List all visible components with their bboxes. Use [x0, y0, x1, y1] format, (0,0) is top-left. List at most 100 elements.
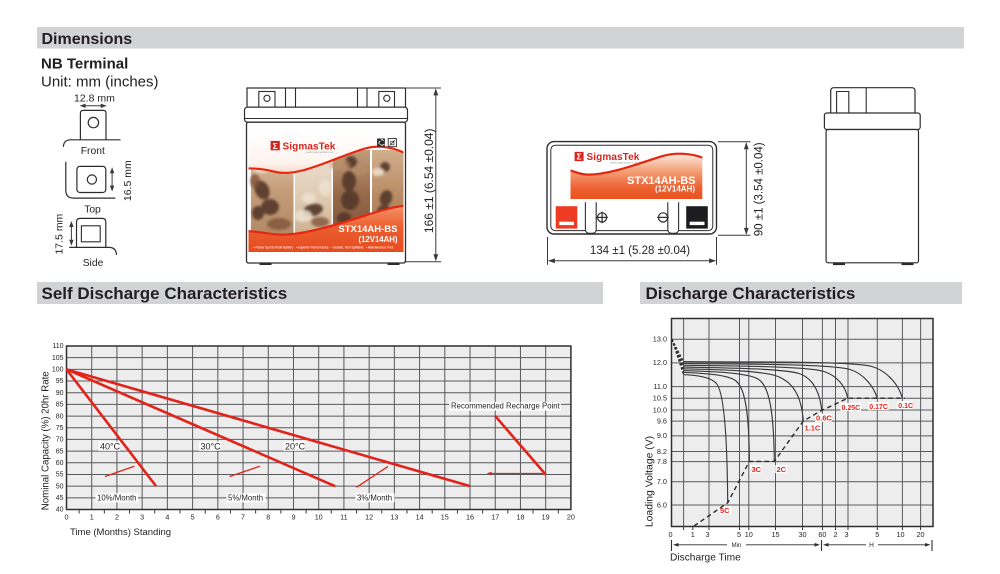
svg-text:134 ±1 (5.28 ±0.04): 134 ±1 (5.28 ±0.04)	[590, 245, 690, 257]
svg-text:10: 10	[315, 513, 323, 522]
svg-text:STX14AH-BS: STX14AH-BS	[338, 224, 397, 235]
svg-text:SigmasTek: SigmasTek	[587, 152, 640, 163]
svg-text:85: 85	[56, 402, 64, 409]
svg-text:16: 16	[466, 513, 474, 522]
svg-text:1: 1	[691, 530, 695, 539]
svg-text:4: 4	[165, 513, 169, 522]
svg-text:80: 80	[56, 413, 64, 420]
svg-text:Side: Side	[83, 258, 104, 269]
svg-text:7.0: 7.0	[657, 477, 667, 486]
svg-text:10: 10	[745, 530, 753, 539]
svg-text:5C: 5C	[720, 506, 730, 515]
svg-text:15: 15	[441, 513, 449, 522]
svg-text:20: 20	[567, 513, 575, 522]
svg-text:19: 19	[542, 513, 550, 522]
svg-text:60: 60	[56, 460, 64, 467]
svg-text:Min: Min	[732, 543, 742, 549]
svg-text:70: 70	[56, 437, 64, 444]
svg-text:www.sigmastek.com: www.sigmastek.com	[306, 150, 334, 154]
svg-text:18: 18	[516, 513, 524, 522]
svg-text:Recommended Recharge Point: Recommended Recharge Point	[451, 402, 561, 411]
svg-text:6: 6	[216, 513, 220, 522]
svg-text:0.25C: 0.25C	[842, 405, 861, 412]
svg-text:Time (Months) Standing: Time (Months) Standing	[70, 527, 171, 538]
svg-text:3C: 3C	[752, 465, 762, 474]
svg-text:5%/Month: 5%/Month	[228, 493, 263, 502]
svg-text:55: 55	[56, 472, 64, 479]
svg-text:10: 10	[896, 530, 904, 539]
svg-text:17.5 mm: 17.5 mm	[54, 213, 66, 254]
svg-text:105: 105	[52, 355, 64, 362]
svg-text:Self Discharge Characteristics: Self Discharge Characteristics	[42, 284, 288, 303]
svg-text:12.0: 12.0	[653, 358, 667, 367]
svg-text:6.0: 6.0	[657, 500, 667, 509]
svg-text:10.0: 10.0	[653, 405, 667, 414]
svg-text:100: 100	[52, 367, 64, 374]
svg-text:95: 95	[56, 378, 64, 385]
svg-text:0: 0	[668, 530, 672, 539]
svg-text:30: 30	[798, 530, 806, 539]
svg-text:www.sigmastek.com: www.sigmastek.com	[610, 161, 638, 165]
svg-text:17: 17	[491, 513, 499, 522]
svg-text:NB Terminal: NB Terminal	[41, 56, 128, 73]
svg-text:10.5: 10.5	[653, 394, 667, 403]
svg-text:Loading Voltage (V): Loading Voltage (V)	[644, 436, 655, 527]
svg-text:10%/Month: 10%/Month	[97, 493, 136, 502]
svg-text:11: 11	[340, 513, 347, 522]
svg-text:STX14AH-BS: STX14AH-BS	[627, 175, 695, 187]
svg-text:0.6C: 0.6C	[816, 414, 832, 423]
svg-text:65: 65	[56, 448, 64, 455]
svg-text:166 ±1 (6.54 ±0.04): 166 ±1 (6.54 ±0.04)	[422, 129, 436, 234]
svg-text:50: 50	[56, 483, 64, 490]
svg-text:0: 0	[65, 513, 69, 522]
svg-text:75: 75	[56, 425, 64, 432]
svg-text:7.8: 7.8	[657, 457, 667, 466]
svg-text:3%/Month: 3%/Month	[357, 493, 392, 502]
svg-text:13.0: 13.0	[653, 335, 667, 344]
svg-text:16.5 mm: 16.5 mm	[122, 160, 134, 201]
svg-text:11.0: 11.0	[653, 382, 667, 391]
svg-text:0.1C: 0.1C	[898, 403, 913, 410]
svg-text:Σ: Σ	[273, 141, 278, 151]
svg-text:110: 110	[52, 343, 63, 350]
svg-text:Unit: mm (inches): Unit: mm (inches)	[41, 74, 159, 91]
svg-text:90 ±1 (3.54 ±0.04): 90 ±1 (3.54 ±0.04)	[754, 142, 766, 236]
svg-text:90: 90	[56, 390, 64, 397]
svg-text:(12V14AH): (12V14AH)	[359, 235, 398, 244]
svg-text:1: 1	[90, 513, 94, 522]
svg-text:9.6: 9.6	[657, 416, 667, 425]
svg-text:40: 40	[56, 507, 64, 514]
svg-text:8.2: 8.2	[657, 447, 667, 456]
svg-text:15: 15	[771, 530, 779, 539]
svg-text:5: 5	[875, 530, 879, 539]
svg-text:3: 3	[705, 530, 709, 539]
svg-text:5: 5	[737, 530, 741, 539]
svg-text:Discharge Time: Discharge Time	[670, 553, 741, 564]
svg-text:8: 8	[266, 513, 270, 522]
svg-text:Nominal Capacity (%) 20hr Rate: Nominal Capacity (%) 20hr Rate	[41, 371, 52, 510]
svg-text:60: 60	[818, 530, 826, 539]
svg-text:20: 20	[916, 530, 924, 539]
svg-text:9: 9	[291, 513, 295, 522]
svg-text:3: 3	[140, 513, 144, 522]
svg-text:30°C: 30°C	[201, 442, 222, 452]
svg-text:1.1C: 1.1C	[805, 423, 821, 432]
svg-text:2: 2	[115, 513, 119, 522]
svg-text:0.17C: 0.17C	[869, 404, 888, 411]
svg-text:12.8 mm: 12.8 mm	[74, 93, 115, 105]
svg-text:Dimensions: Dimensions	[42, 31, 133, 48]
svg-text:9.0: 9.0	[657, 431, 667, 440]
svg-text:20°C: 20°C	[285, 442, 306, 452]
svg-text:3: 3	[844, 530, 848, 539]
svg-text:40°C: 40°C	[100, 442, 121, 452]
svg-text:2: 2	[833, 530, 837, 539]
svg-text:2C: 2C	[777, 465, 787, 474]
svg-text:Top: Top	[84, 205, 101, 216]
svg-text:13: 13	[390, 513, 398, 522]
svg-text:5: 5	[191, 513, 195, 522]
svg-text:45: 45	[56, 495, 64, 502]
svg-text:7: 7	[241, 513, 245, 522]
svg-text:• Power Sports AGM Battery •: • Power Sports AGM Battery • Superior Pe…	[254, 246, 394, 250]
svg-text:14: 14	[416, 513, 424, 522]
svg-text:Σ: Σ	[577, 152, 582, 162]
